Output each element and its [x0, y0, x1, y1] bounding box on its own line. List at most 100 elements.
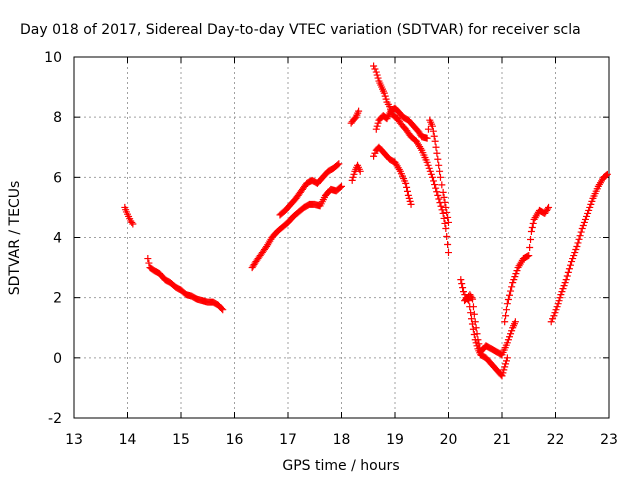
x-tick-label: 20	[440, 432, 458, 448]
grid	[74, 57, 609, 418]
data-point	[469, 295, 477, 303]
y-axis-label: SDTVAR / TECUs	[7, 181, 23, 296]
data-point	[436, 167, 444, 175]
data-point	[584, 209, 592, 217]
data-point	[442, 224, 450, 232]
data-point	[502, 360, 510, 368]
data-point	[557, 291, 565, 299]
data-point	[423, 134, 431, 142]
data-point	[472, 324, 480, 332]
data-point	[577, 228, 585, 236]
data-point	[373, 71, 381, 79]
data-point	[437, 202, 445, 210]
data-point	[403, 183, 411, 191]
data-point	[429, 127, 437, 135]
data-point	[442, 203, 450, 211]
data-point	[430, 177, 438, 185]
data-point	[603, 170, 611, 178]
data-point	[459, 288, 467, 296]
x-tick-label: 16	[226, 432, 244, 448]
data-point	[349, 173, 357, 181]
data-point	[508, 283, 516, 291]
data-point	[560, 282, 568, 290]
data-point	[374, 74, 382, 82]
data-point	[435, 195, 443, 203]
data-point	[468, 315, 476, 323]
data-point	[580, 218, 588, 226]
data-point	[468, 294, 476, 302]
x-tick-labels: 13 14 15 16 17 18 19 20 21 22 23	[65, 432, 618, 448]
series-seg4	[276, 160, 343, 219]
data-point	[473, 330, 481, 338]
data-point	[507, 287, 515, 295]
data-point	[370, 152, 378, 160]
data-point	[575, 235, 583, 243]
data-point	[602, 171, 610, 179]
data-point	[545, 203, 553, 211]
data-point	[512, 270, 520, 278]
data-point	[507, 330, 515, 338]
data-point	[403, 187, 411, 195]
y-tick-label: 0	[53, 351, 62, 367]
data-point	[445, 249, 452, 257]
data-point	[457, 276, 465, 284]
data-point	[371, 65, 379, 73]
data-point	[407, 200, 415, 208]
x-tick-label: 23	[600, 432, 618, 448]
data-point	[578, 224, 586, 232]
data-point	[587, 200, 595, 208]
data-markers	[121, 62, 611, 380]
data-point	[562, 276, 570, 284]
data-point	[501, 363, 509, 371]
data-point	[505, 333, 513, 341]
data-point	[438, 206, 446, 214]
data-point	[458, 280, 466, 288]
data-point	[556, 294, 564, 302]
series-seg6	[348, 161, 364, 184]
data-point	[128, 218, 136, 226]
axis-ticks	[73, 56, 610, 419]
series-seg3	[248, 182, 345, 272]
data-point	[551, 309, 559, 317]
data-point	[574, 239, 582, 247]
data-point	[508, 327, 516, 335]
data-point	[504, 336, 512, 344]
data-point	[553, 303, 561, 311]
y-tick-label: 2	[53, 291, 62, 307]
data-point	[432, 143, 440, 151]
data-point	[338, 182, 345, 190]
data-point	[524, 252, 532, 260]
data-point	[505, 291, 513, 299]
data-point	[404, 191, 412, 199]
data-point	[544, 205, 552, 213]
data-point	[571, 249, 579, 257]
data-point	[558, 288, 566, 296]
data-point	[503, 300, 511, 308]
data-point	[441, 198, 449, 206]
series-seg11	[461, 291, 519, 359]
data-point	[145, 259, 153, 267]
series-seg8	[372, 104, 452, 226]
data-point	[430, 132, 438, 140]
data-point	[355, 107, 363, 115]
data-point	[435, 161, 443, 169]
data-point	[586, 203, 594, 211]
series-seg10	[457, 276, 511, 380]
data-point	[559, 285, 567, 293]
data-point	[373, 122, 381, 130]
data-point	[467, 309, 475, 317]
chart-title: Day 018 of 2017, Sidereal Day-to-day VTE…	[20, 22, 581, 38]
data-point	[371, 149, 379, 157]
data-point	[428, 122, 436, 130]
data-point	[433, 188, 441, 196]
data-point	[444, 241, 452, 249]
series-seg9	[370, 143, 415, 208]
data-point	[439, 188, 447, 196]
data-point	[585, 206, 593, 214]
data-point	[428, 173, 436, 181]
data-point	[572, 246, 580, 254]
data-point	[348, 176, 356, 184]
data-point	[561, 279, 569, 287]
y-tick-label: -2	[48, 411, 62, 427]
